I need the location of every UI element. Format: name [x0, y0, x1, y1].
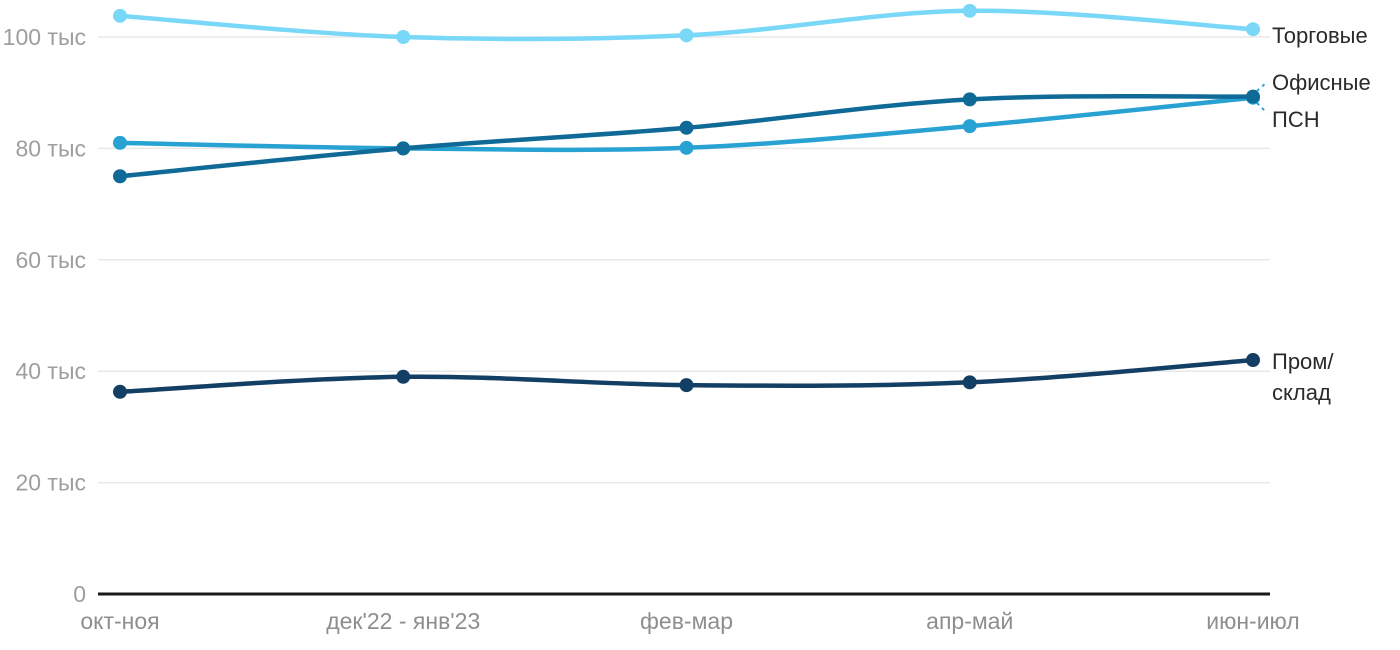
x-tick-label-1: дек'22 - янв'23	[326, 608, 480, 634]
y-tick-label-0: 0	[73, 581, 86, 607]
data-point-ofisnye-4	[1246, 89, 1260, 104]
data-point-prom-sklad-0	[113, 384, 127, 399]
data-point-ofisnye-0	[113, 169, 127, 184]
y-tick-label-40: 40 тыс	[15, 358, 86, 384]
data-point-psn-0	[113, 135, 127, 150]
data-point-torgovye-0	[113, 8, 127, 23]
data-point-prom-sklad-3	[962, 375, 977, 390]
data-point-prom-sklad-2	[679, 378, 694, 393]
data-point-psn-2	[679, 140, 694, 155]
data-point-torgovye-3	[962, 3, 977, 18]
data-point-torgovye-2	[679, 28, 694, 43]
series-line-ofisnye	[117, 93, 1256, 179]
y-tick-label-60: 60 тыс	[15, 247, 86, 273]
series-label-torgovye: Торговые	[1272, 23, 1368, 48]
x-tick-label-0: окт-ноя	[80, 608, 159, 634]
series-label-ofisnye: Офисные	[1272, 70, 1371, 95]
x-tick-label-2: фев-мар	[640, 608, 733, 634]
data-point-prom-sklad-1	[396, 369, 411, 384]
label-leader-psn	[1256, 102, 1268, 114]
data-point-psn-3	[962, 119, 977, 134]
series-prom-sklad	[113, 353, 1260, 399]
data-point-ofisnye-3	[962, 92, 977, 107]
series-torgovye	[113, 3, 1260, 44]
x-tick-label-3: апр-май	[926, 608, 1013, 634]
data-point-prom-sklad-4	[1246, 353, 1260, 368]
y-tick-label-20: 20 тыс	[15, 470, 86, 496]
label-leader-ofisnye	[1256, 81, 1268, 92]
series-label-prom-sklad-line2: склад	[1272, 380, 1331, 405]
series-label-psn: ПСН	[1272, 107, 1320, 132]
data-point-torgovye-4	[1246, 22, 1260, 37]
data-point-ofisnye-1	[396, 141, 411, 156]
data-point-torgovye-1	[396, 30, 411, 44]
data-point-ofisnye-2	[679, 120, 694, 135]
x-tick-label-4: июн-июл	[1206, 608, 1299, 634]
series-ofisnye	[113, 89, 1260, 184]
y-tick-label-100: 100 тыс	[3, 24, 86, 50]
y-tick-label-80: 80 тыс	[15, 135, 86, 161]
series-label-prom-sklad-line1: Пром/	[1272, 349, 1334, 374]
